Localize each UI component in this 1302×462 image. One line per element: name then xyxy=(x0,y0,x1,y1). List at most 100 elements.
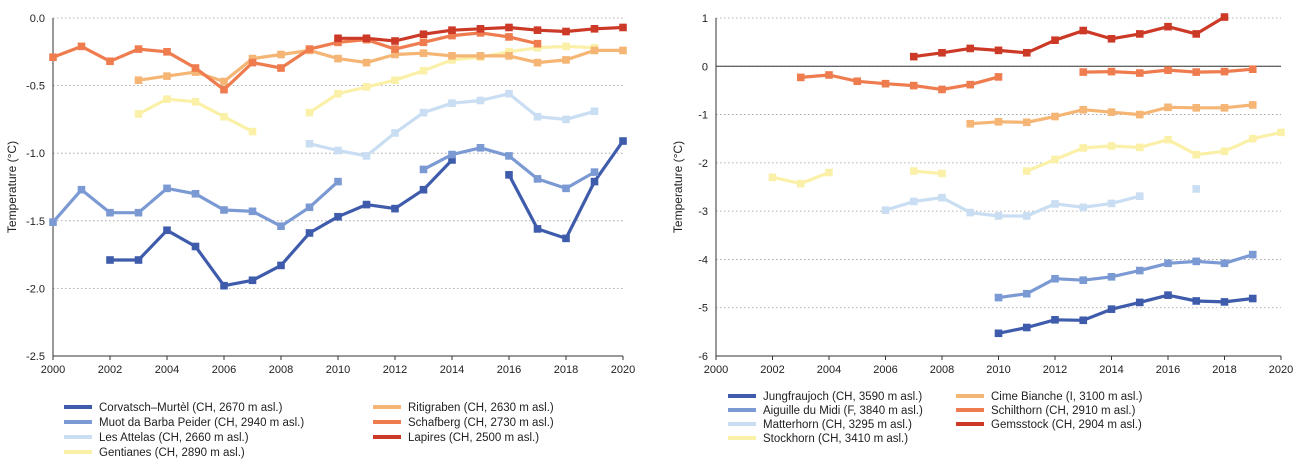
data-point xyxy=(163,72,171,80)
data-point xyxy=(248,54,257,63)
data-point xyxy=(448,150,456,159)
data-point xyxy=(1022,167,1031,175)
x-tick-label: 2016 xyxy=(497,364,521,376)
data-point xyxy=(220,112,228,121)
data-point xyxy=(334,89,342,98)
x-tick-label: 2012 xyxy=(1043,364,1067,376)
y-tick-label: -5 xyxy=(698,303,708,315)
data-point xyxy=(248,127,257,136)
legend-label: Cime Bianche (I, 3100 m asl.) xyxy=(991,391,1143,403)
data-point xyxy=(362,34,371,43)
y-tick-label: 0 xyxy=(702,61,708,73)
x-tick-label: 2004 xyxy=(817,364,841,376)
data-point xyxy=(505,152,513,160)
x-tick-label: 2004 xyxy=(155,364,179,376)
data-point xyxy=(134,76,143,84)
data-point xyxy=(1164,291,1172,299)
data-point xyxy=(590,107,599,116)
x-tick-label: 2014 xyxy=(440,364,464,376)
legend-label: Les Attelas (CH, 2660 m asl.) xyxy=(99,432,249,444)
data-point xyxy=(1107,34,1116,43)
data-point xyxy=(1248,134,1257,143)
data-point xyxy=(533,175,542,183)
data-point xyxy=(1022,212,1031,220)
legend-label: Muot da Barba Peider (CH, 2940 m asl.) xyxy=(99,417,304,429)
data-point xyxy=(305,229,314,237)
series-line xyxy=(138,48,623,84)
data-point xyxy=(448,52,456,60)
data-point xyxy=(966,119,975,128)
series-les-attelas-ch-2660-m-asl xyxy=(305,89,599,160)
data-point xyxy=(419,49,428,57)
data-point xyxy=(533,58,542,67)
data-point xyxy=(590,46,599,55)
legend-label: Ritigraben (CH, 2630 m asl.) xyxy=(408,402,554,414)
data-point xyxy=(619,46,627,55)
data-point xyxy=(248,207,257,216)
x-tick-label: 2014 xyxy=(1099,364,1123,376)
data-point xyxy=(305,108,314,117)
data-point xyxy=(619,137,627,145)
data-point xyxy=(1135,192,1144,200)
data-point xyxy=(853,77,862,86)
data-point xyxy=(476,29,485,37)
data-point xyxy=(1248,294,1257,303)
data-point xyxy=(1220,67,1229,76)
data-point xyxy=(163,226,171,235)
data-point xyxy=(334,34,342,43)
series-line xyxy=(52,31,538,92)
data-point xyxy=(1107,67,1116,76)
data-point xyxy=(1079,203,1088,212)
data-point xyxy=(134,208,143,217)
data-point xyxy=(994,329,1003,338)
data-point xyxy=(1051,200,1059,208)
data-point xyxy=(881,206,890,214)
data-point xyxy=(505,171,513,179)
data-point xyxy=(938,85,946,94)
data-point xyxy=(1192,297,1201,305)
data-point xyxy=(1051,315,1059,324)
data-point xyxy=(909,167,918,175)
series-gemsstock-ch-2904-m-asl xyxy=(909,13,1229,61)
y-tick-label: 0.0 xyxy=(30,13,45,25)
data-point xyxy=(881,79,890,88)
data-point xyxy=(505,52,513,60)
legend-label: Lapires (CH, 2500 m asl.) xyxy=(408,432,539,444)
data-point xyxy=(562,184,570,193)
data-point xyxy=(994,73,1003,81)
data-point xyxy=(1107,108,1116,116)
data-point xyxy=(938,48,946,57)
data-point xyxy=(1051,36,1059,45)
data-point xyxy=(825,168,833,177)
data-point xyxy=(796,179,805,188)
data-point xyxy=(562,234,570,243)
data-point xyxy=(1135,110,1144,119)
data-point xyxy=(1248,250,1257,259)
data-point xyxy=(533,225,542,233)
data-point xyxy=(163,95,171,103)
data-point xyxy=(1135,266,1144,275)
y-tick-label: -2.0 xyxy=(26,283,45,295)
data-point xyxy=(1135,30,1144,38)
x-tick-label: 2018 xyxy=(1212,364,1236,376)
data-point xyxy=(448,99,456,107)
data-point xyxy=(1220,298,1229,306)
data-point xyxy=(1079,26,1088,35)
data-point xyxy=(106,208,114,217)
data-point xyxy=(1079,105,1088,114)
y-axis-label: Temperature (°C) xyxy=(671,141,685,233)
data-point xyxy=(476,25,485,33)
y-tick-label: -0.5 xyxy=(26,81,45,93)
data-point xyxy=(419,165,428,174)
data-point xyxy=(391,45,399,53)
data-point xyxy=(49,53,57,62)
data-point xyxy=(533,112,542,121)
data-point xyxy=(505,89,513,98)
data-point xyxy=(334,54,342,63)
y-tick-label: -1.5 xyxy=(26,216,45,228)
data-point xyxy=(134,110,143,118)
data-point xyxy=(419,66,428,75)
data-point xyxy=(77,42,86,51)
data-point xyxy=(334,177,342,186)
